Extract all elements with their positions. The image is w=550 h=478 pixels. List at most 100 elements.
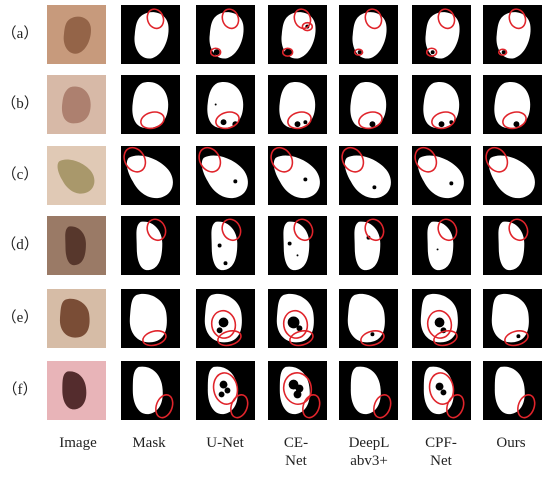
- column-label: CE- Net: [283, 435, 309, 469]
- artifact: [217, 243, 222, 248]
- lesion-region: [344, 155, 391, 199]
- segmentation-mask: [268, 361, 327, 420]
- row-label: （f）: [2, 382, 38, 398]
- artifact: [233, 179, 238, 184]
- lesion-region: [201, 155, 248, 199]
- segmentation-mask: [196, 146, 255, 205]
- highlight-ellipse: [431, 111, 456, 130]
- column-label: DeepL abv3+: [348, 435, 390, 469]
- column-label: Mask: [132, 435, 166, 451]
- highlight-ellipse: [217, 330, 242, 347]
- row-label: （d）: [1, 237, 39, 253]
- lesion-region: [488, 155, 535, 199]
- highlight-ellipse: [502, 111, 527, 130]
- segmentation-mask: [412, 361, 471, 420]
- artifact: [224, 387, 231, 394]
- highlight-ellipse: [497, 48, 508, 56]
- lesion-region: [207, 81, 244, 129]
- highlight-ellipse: [353, 48, 364, 56]
- artifact: [220, 119, 227, 126]
- lesion-region: [494, 81, 531, 129]
- row-label: （e）: [1, 310, 39, 326]
- highlight-ellipse: [212, 372, 239, 405]
- segmentation-mask: [412, 289, 471, 348]
- segmentation-mask: [483, 216, 542, 275]
- highlight-ellipse: [155, 394, 174, 419]
- artifact: [216, 327, 223, 334]
- highlight-ellipse: [198, 146, 222, 173]
- artifact: [218, 317, 229, 328]
- segmentation-mask: [339, 289, 398, 348]
- segmentation-mask: [412, 75, 471, 134]
- lesion-region: [132, 81, 169, 129]
- lesion: [62, 371, 87, 410]
- artifact: [284, 48, 293, 57]
- lesion: [63, 16, 91, 54]
- artifact: [213, 49, 220, 56]
- artifact: [223, 261, 228, 266]
- artifact: [436, 248, 439, 251]
- highlight-ellipse: [437, 218, 458, 242]
- highlight-ellipse: [433, 330, 458, 347]
- segmentation-mask: [196, 75, 255, 134]
- lesion-region: [126, 155, 173, 199]
- segmentation-mask: [412, 5, 471, 64]
- highlight-ellipse: [142, 330, 167, 347]
- artifact: [303, 177, 308, 182]
- highlight-ellipse: [270, 146, 294, 173]
- lesion-region: [279, 81, 316, 129]
- artifact: [501, 50, 506, 55]
- ground-truth-mask: [121, 146, 180, 205]
- row-label: （a）: [1, 26, 39, 42]
- dermoscopy-image: [47, 216, 106, 275]
- lesion-region: [136, 221, 163, 271]
- ground-truth-mask: [121, 5, 180, 64]
- segmentation-mask: [339, 75, 398, 134]
- highlight-ellipse: [364, 218, 385, 242]
- lesion-region: [425, 12, 460, 59]
- segmentation-mask: [196, 361, 255, 420]
- lesion-region: [281, 12, 316, 59]
- column-label: CPF- Net: [425, 435, 457, 469]
- artifact: [219, 380, 228, 389]
- artifact: [287, 316, 300, 329]
- segmentation-mask: [339, 146, 398, 205]
- highlight-ellipse: [123, 146, 147, 173]
- row-label: （b）: [1, 96, 39, 112]
- artifact: [438, 121, 445, 128]
- highlight-ellipse: [289, 330, 314, 347]
- highlight-ellipse: [209, 47, 222, 57]
- segmentation-mask: [412, 216, 471, 275]
- segmentation-mask: [483, 5, 542, 64]
- highlight-ellipse: [373, 394, 392, 419]
- segmentation-mask: [483, 75, 542, 134]
- lesion-region: [354, 221, 381, 271]
- highlight-ellipse: [341, 146, 365, 173]
- highlight-ellipse: [425, 47, 438, 57]
- lesion-region: [134, 12, 169, 59]
- highlight-ellipse: [428, 372, 455, 405]
- artifact: [287, 241, 292, 246]
- segmentation-mask: [339, 5, 398, 64]
- artifact: [370, 332, 375, 337]
- highlight-ellipse: [221, 218, 242, 242]
- artifact: [296, 254, 299, 257]
- segmentation-mask: [483, 146, 542, 205]
- segmentation-mask: [268, 75, 327, 134]
- highlight-ellipse: [364, 8, 383, 30]
- lesion-region: [423, 81, 460, 129]
- highlight-ellipse: [146, 218, 167, 242]
- artifact: [357, 50, 362, 55]
- segmentation-mask: [412, 146, 471, 205]
- lesion-region: [494, 366, 525, 415]
- highlight-ellipse: [437, 8, 456, 30]
- lesion: [61, 86, 91, 124]
- lesion-region: [427, 221, 454, 271]
- artifact: [372, 185, 377, 190]
- highlight-ellipse: [360, 330, 385, 347]
- segmentation-mask: [483, 361, 542, 420]
- artifact: [430, 50, 435, 55]
- highlight-ellipse: [281, 47, 294, 57]
- highlight-ellipse: [282, 372, 313, 405]
- highlight-ellipse: [230, 394, 249, 419]
